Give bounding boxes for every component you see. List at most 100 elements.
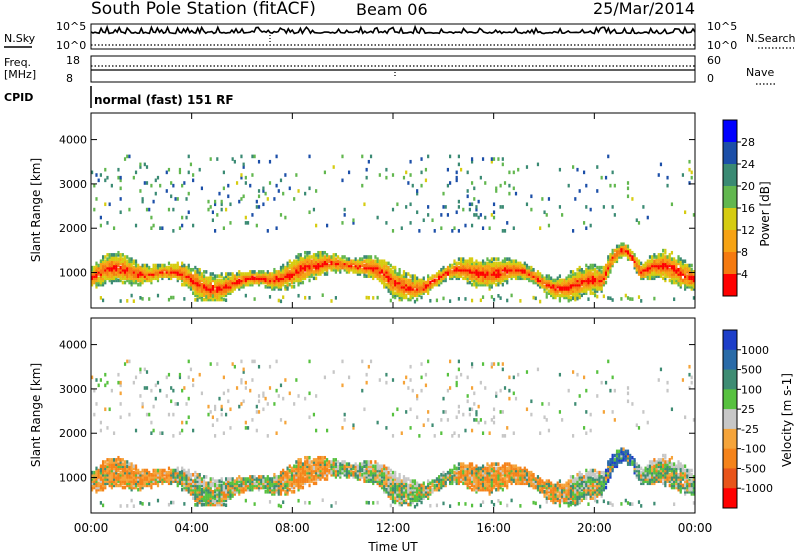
power-cell [508, 183, 511, 188]
power-cell [468, 272, 471, 276]
velocity-cell [464, 470, 467, 475]
power-cell [200, 276, 204, 281]
velocity-cell [123, 477, 127, 481]
velocity-cell [260, 477, 263, 481]
velocity-cell [91, 485, 94, 490]
power-cell [585, 289, 588, 293]
velocity-cell [444, 479, 447, 483]
velocity-cell [470, 428, 474, 433]
power-cell [266, 280, 269, 285]
power-cell [629, 257, 632, 261]
power-cell [668, 272, 671, 276]
power-cell [684, 210, 687, 215]
velocity-cell [288, 477, 291, 481]
power-cell [372, 265, 375, 270]
power-cell [673, 280, 676, 285]
velocity-cell [420, 388, 423, 393]
velocity-cell [352, 464, 355, 469]
power-cell [99, 270, 102, 274]
velocity-cell [264, 396, 267, 401]
velocity-cell [378, 483, 381, 488]
power-cell [490, 272, 493, 276]
power-cell [145, 267, 149, 272]
velocity-cell [213, 485, 217, 490]
power-cell [271, 280, 274, 285]
velocity-cell [405, 483, 408, 488]
power-cell [444, 276, 447, 281]
power-cell [510, 259, 513, 264]
velocity-cell [427, 410, 430, 414]
power-cell [326, 263, 329, 268]
velocity-cell [198, 500, 201, 505]
velocity-cell [405, 375, 408, 380]
velocity-cell [231, 479, 234, 483]
power-cell [328, 265, 331, 270]
velocity-cell [409, 364, 412, 369]
velocity-cell [218, 496, 221, 500]
velocity-cell [209, 500, 212, 505]
velocity-cell [145, 468, 149, 473]
power-cell [655, 270, 658, 274]
velocity-cell [424, 372, 428, 377]
power-cell [596, 278, 599, 283]
velocity-cell [347, 468, 351, 473]
power-cell [268, 272, 272, 276]
velocity-cell [128, 359, 131, 364]
power-cell [264, 276, 267, 281]
velocity-cell [117, 380, 120, 385]
velocity-cell [91, 375, 94, 380]
velocity-cell [409, 489, 412, 494]
velocity-cell [227, 483, 230, 488]
velocity-cell [273, 481, 276, 486]
velocity-cell [205, 483, 208, 488]
power-cell [402, 272, 406, 276]
power-cell [567, 287, 570, 291]
velocity-cell [161, 477, 164, 481]
power-cell [123, 263, 127, 268]
power-cell [668, 263, 671, 268]
power-cell [389, 280, 392, 285]
power-cell [629, 255, 632, 259]
velocity-cell [358, 466, 362, 471]
power-cell [315, 223, 318, 228]
power-cell [310, 263, 313, 268]
velocity-cell [181, 483, 184, 488]
power-cell [532, 280, 535, 285]
power-cell [383, 267, 386, 272]
velocity-cell [462, 462, 465, 466]
power-cell [299, 259, 302, 264]
power-cell [572, 293, 575, 298]
power-cell [213, 293, 217, 298]
power-cell [640, 276, 643, 281]
velocity-cell [275, 477, 278, 481]
velocity-cell [422, 496, 425, 500]
velocity-cell [361, 462, 364, 466]
power-cell [642, 263, 645, 268]
nsky-tick-top: 10^5 [56, 20, 86, 33]
power-cell [646, 259, 649, 264]
power-cell [514, 265, 518, 270]
power-cell [130, 267, 133, 272]
velocity-cell [275, 485, 278, 490]
power-cell [271, 274, 274, 278]
velocity-cell [220, 477, 223, 481]
velocity-cell [455, 468, 458, 473]
power-cell [506, 261, 509, 266]
power-cell [479, 280, 482, 285]
power-cell [376, 295, 379, 300]
velocity-cell [416, 485, 419, 490]
power-cell [343, 261, 346, 266]
velocity-cell [235, 487, 239, 492]
velocity-cell [297, 477, 300, 481]
power-cell [137, 276, 140, 281]
velocity-cell [396, 494, 399, 498]
velocity-cell [106, 380, 109, 385]
power-cell [101, 278, 105, 283]
power-cell [486, 263, 489, 268]
power-cell [670, 265, 674, 270]
power-cell [224, 272, 228, 276]
power-cell [591, 274, 594, 278]
velocity-cell [126, 483, 129, 488]
power-cell [523, 261, 526, 266]
power-cell [220, 295, 223, 300]
